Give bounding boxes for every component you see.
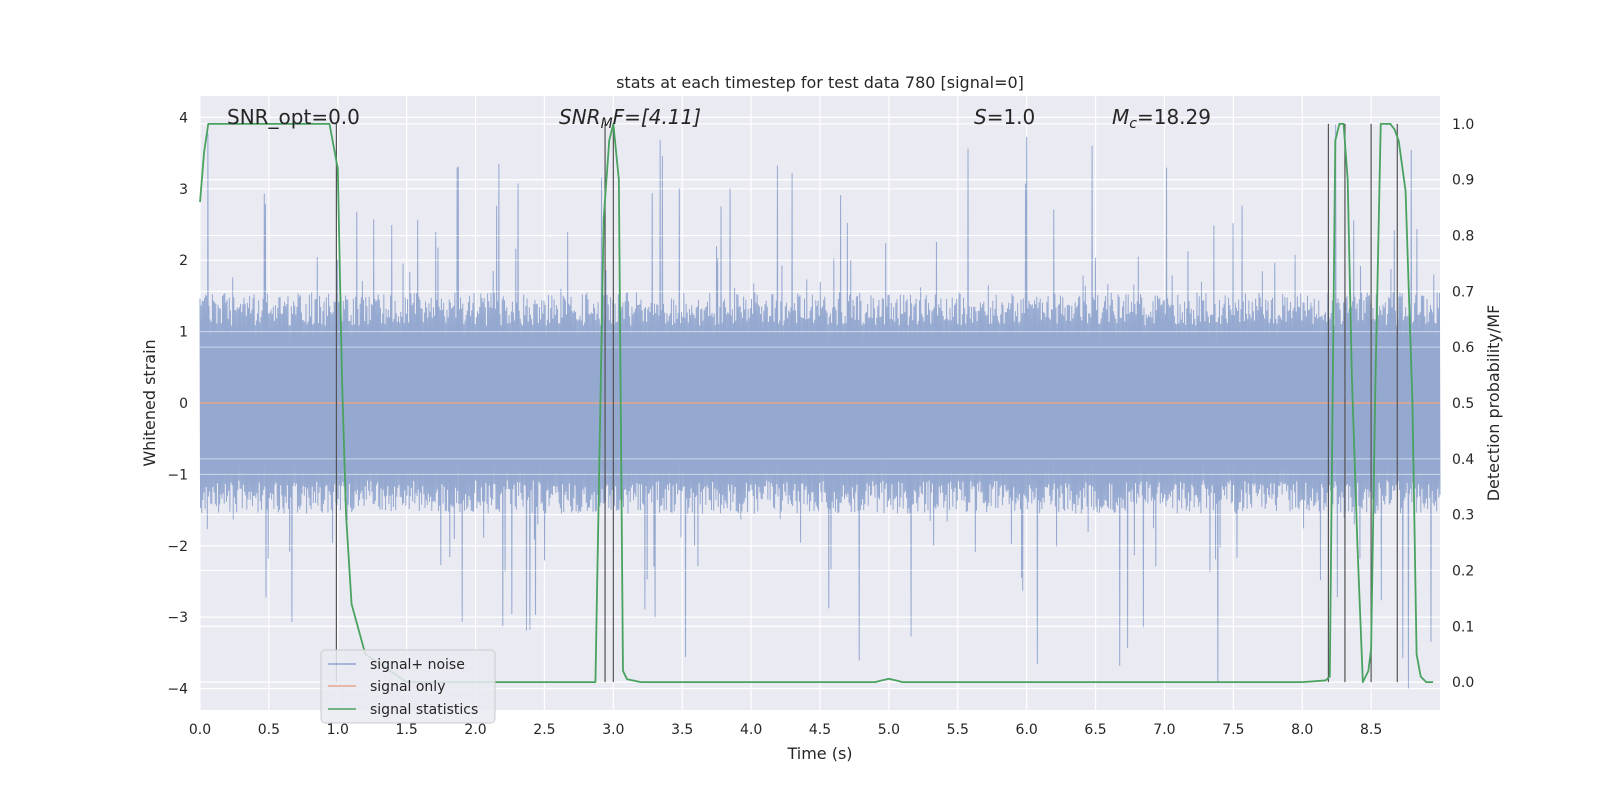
y-right-tick-label: 0.7 xyxy=(1452,284,1474,300)
y-right-tick-label: 0.8 xyxy=(1452,229,1474,245)
y-left-tick-label: −2 xyxy=(167,539,188,555)
x-tick-label: 2.5 xyxy=(533,722,555,738)
x-tick-label: 7.5 xyxy=(1222,722,1244,738)
x-tick-label: 3.5 xyxy=(671,722,693,738)
x-tick-label: 4.0 xyxy=(740,722,762,738)
y-right-tick-label: 0.2 xyxy=(1452,563,1474,579)
x-tick-label: 5.5 xyxy=(947,722,969,738)
snr-mf-sub: M xyxy=(601,116,613,132)
y-right-tick-label: 1.0 xyxy=(1452,117,1474,133)
x-tick-label: 6.5 xyxy=(1084,722,1106,738)
y-axis-right-label: Detection probability/MF xyxy=(1484,305,1503,502)
y-axis-left-label: Whitened strain xyxy=(140,339,159,466)
s-base: S xyxy=(974,105,987,129)
s-rest: =1.0 xyxy=(987,105,1036,129)
x-tick-label: 8.0 xyxy=(1291,722,1313,738)
x-tick-label: 7.0 xyxy=(1153,722,1175,738)
legend-box xyxy=(320,649,496,724)
y-right-tick-label: 0.0 xyxy=(1452,675,1474,691)
y-right-tick-label: 0.9 xyxy=(1452,173,1474,189)
legend: signal+ noise signal only signal statist… xyxy=(320,649,496,724)
y-left-tick-label: 1 xyxy=(179,325,188,341)
snr-mf-base: SNR xyxy=(559,105,601,129)
x-tick-label: 0.5 xyxy=(258,722,280,738)
snr-mf-rest-f: F=[4.11] xyxy=(613,105,701,129)
x-tick-label: 5.0 xyxy=(878,722,900,738)
x-tick-label: 0.0 xyxy=(189,722,211,738)
x-tick-label: 2.0 xyxy=(464,722,486,738)
legend-label-signal: signal only xyxy=(370,679,445,695)
x-tick-label: 8.5 xyxy=(1360,722,1382,738)
vertical-markers xyxy=(335,123,1398,683)
y-right-tick-label: 0.4 xyxy=(1452,452,1474,468)
x-axis-label: Time (s) xyxy=(786,744,852,763)
series-signal-statistics xyxy=(199,123,1434,683)
y-left-tick-label: 3 xyxy=(179,182,188,198)
mc-rest: =18.29 xyxy=(1137,105,1211,129)
annotation-s: S=1.0 xyxy=(974,105,1035,129)
y-right-tick-label: 0.6 xyxy=(1452,340,1474,356)
x-ticks: 0.0 0.5 1.0 1.5 2.0 2.5 3.0 3.5 4.0 4.5 5.0 5.5 6.0 6… xyxy=(189,722,1382,738)
annotation-mc: Mc=18.29 xyxy=(1112,105,1211,132)
mc-base: M xyxy=(1112,105,1129,129)
y-right-tick-label: 0.5 xyxy=(1452,396,1474,412)
x-tick-label: 1.0 xyxy=(327,722,349,738)
y-left-tick-label: 0 xyxy=(179,396,188,412)
annotation-snr-mf: SNRMF=[4.11] xyxy=(559,105,701,132)
y-left-tick-label: −3 xyxy=(167,610,188,626)
x-tick-label: 3.0 xyxy=(602,722,624,738)
y-left-tick-label: 4 xyxy=(179,110,188,126)
signal-noise-line xyxy=(199,124,1441,689)
y-right-tick-label: 0.1 xyxy=(1452,619,1474,635)
y-left-tick-label: 2 xyxy=(179,253,188,269)
x-tick-label: 4.5 xyxy=(809,722,831,738)
y-right-ticks: 0.0 0.1 0.2 0.3 0.4 0.5 0.6 0.7 0.8 0.9 1.0 xyxy=(1452,117,1474,691)
y-right-tick-label: 0.3 xyxy=(1452,508,1474,524)
y-left-tick-label: −1 xyxy=(167,467,188,483)
legend-label-noise: signal+ noise xyxy=(370,657,465,673)
y-left-ticks: −4 −3 −2 −1 0 1 2 3 4 xyxy=(167,110,188,697)
annotation-snr-opt: SNR_opt=0.0 xyxy=(227,105,360,129)
signal-statistics-line xyxy=(199,123,1434,683)
mc-sub: c xyxy=(1129,116,1137,132)
x-tick-label: 1.5 xyxy=(396,722,418,738)
y-left-tick-label: −4 xyxy=(167,682,188,698)
x-tick-label: 6.0 xyxy=(1016,722,1038,738)
chart-title: stats at each timestep for test data 780… xyxy=(616,73,1024,92)
legend-label-stats: signal statistics xyxy=(370,702,478,718)
